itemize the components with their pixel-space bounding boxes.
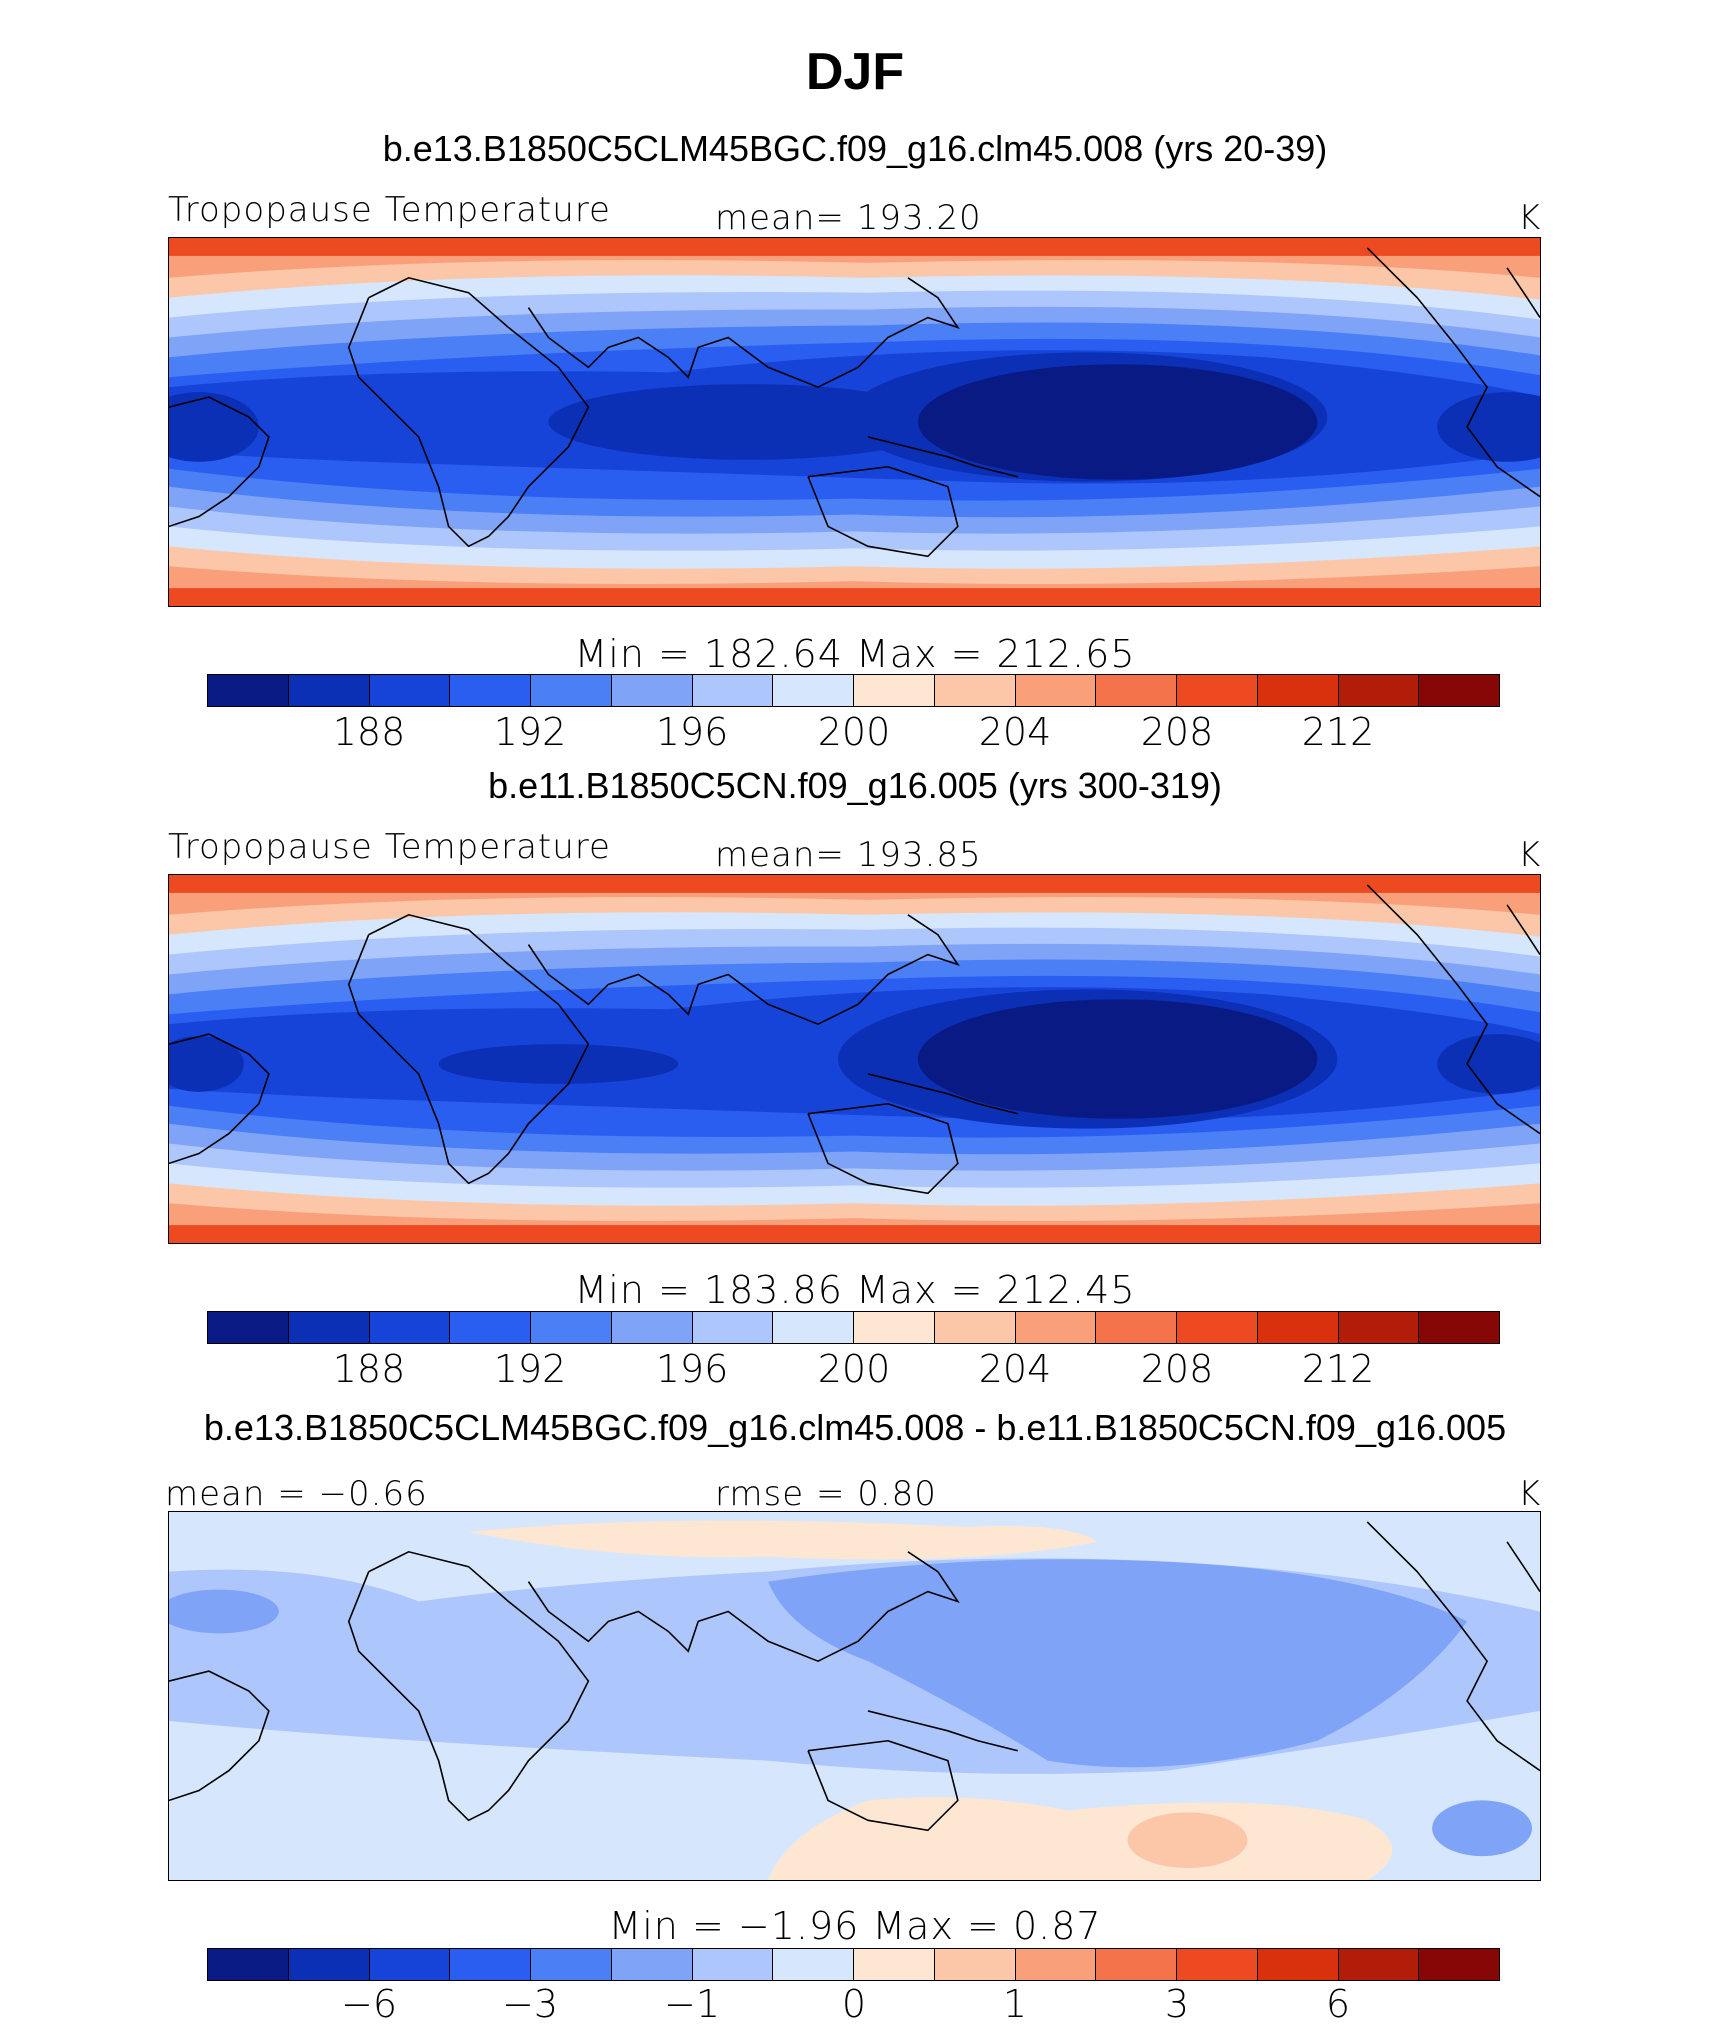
colorbar-segment (1257, 675, 1339, 706)
colorbar-segment (208, 1312, 289, 1343)
colorbar-segment (1096, 1312, 1177, 1343)
colorbar-segment (450, 1949, 531, 1980)
colorbar-segment (692, 675, 774, 706)
colorbar-segment (1338, 675, 1420, 706)
panel2-tick: 212 (1301, 1347, 1375, 1391)
panel2-case-title: b.e11.B1850C5CN.f09_g16.005 (yrs 300-319… (488, 765, 1222, 806)
colorbar-segment (531, 1312, 612, 1343)
panel3-mean-label: mean = −0.66 (165, 1474, 428, 1514)
colorbar-segment (1257, 1949, 1339, 1980)
panel2-tick: 204 (978, 1347, 1052, 1391)
panel1-colorbar (207, 674, 1500, 707)
colorbar-segment (1257, 1312, 1339, 1343)
panel1-tick: 212 (1301, 710, 1375, 754)
panel1-tick: 192 (493, 710, 567, 754)
colorbar-segment (1096, 1949, 1177, 1980)
panel2-map (168, 874, 1541, 1244)
colorbar-segment (450, 675, 531, 706)
panel3-tick: 0 (841, 1982, 867, 2026)
colorbar-segment (854, 1949, 935, 1980)
panel3-tick: 3 (1164, 1982, 1190, 2026)
panel1-tick: 200 (817, 710, 891, 754)
panel3-tick: −3 (501, 1982, 559, 2026)
panel1-units: K (1518, 198, 1542, 238)
colorbar-segment (288, 675, 370, 706)
panel2-tick: 196 (655, 1347, 729, 1391)
colorbar-segment (208, 675, 289, 706)
colorbar-segment (934, 1312, 1016, 1343)
panel3-minmax: Min = −1.96 Max = 0.87 (608, 1904, 1102, 1948)
panel1-ticks: 188 192 196 200 204 208 212 (0, 710, 1710, 755)
colorbar-segment (1419, 1312, 1499, 1343)
colorbar-segment (854, 675, 935, 706)
panel1-tick: 204 (978, 710, 1052, 754)
panel2-variable-label: Tropopause Temperature (168, 827, 611, 867)
colorbar-segment (531, 675, 612, 706)
panel2-tick: 200 (817, 1347, 891, 1391)
panel2-mean-label: mean= 193.85 (715, 835, 982, 875)
panel3-tick: 6 (1325, 1982, 1351, 2026)
panel1-tick: 196 (655, 710, 729, 754)
colorbar-segment (369, 1312, 451, 1343)
colorbar-segment (611, 1312, 693, 1343)
panel3-case-title: b.e13.B1850C5CLM45BGC.f09_g16.clm45.008 … (203, 1407, 1507, 1448)
colorbar-segment (773, 675, 854, 706)
colorbar-segment (1015, 675, 1097, 706)
panel3-colorbar (207, 1948, 1500, 1981)
panel1-case-title: b.e13.B1850C5CLM45BGC.f09_g16.clm45.008 … (382, 128, 1328, 169)
colorbar-segment (934, 1949, 1016, 1980)
panel3-ticks: −6 −3 −1 0 1 3 6 (0, 1982, 1710, 2027)
panel3-tick: −1 (663, 1982, 721, 2026)
colorbar-segment (692, 1949, 774, 1980)
colorbar-segment (1096, 675, 1177, 706)
colorbar-segment (369, 1949, 451, 1980)
panel2-ticks: 188 192 196 200 204 208 212 (0, 1347, 1710, 1392)
colorbar-segment (1419, 675, 1499, 706)
colorbar-segment (369, 675, 451, 706)
panel3-units: K (1518, 1474, 1542, 1514)
colorbar-segment (1338, 1949, 1420, 1980)
colorbar-segment (531, 1949, 612, 1980)
panel1-variable-label: Tropopause Temperature (168, 190, 611, 230)
colorbar-segment (1177, 675, 1258, 706)
panel1-map (168, 237, 1541, 607)
panel2-tick: 208 (1140, 1347, 1214, 1391)
colorbar-segment (288, 1312, 370, 1343)
colorbar-segment (611, 675, 693, 706)
colorbar-segment (854, 1312, 935, 1343)
colorbar-segment (288, 1949, 370, 1980)
colorbar-segment (773, 1949, 854, 1980)
figure-title: DJF (805, 43, 905, 101)
panel1-tick: 188 (332, 710, 406, 754)
panel2-tick: 188 (332, 1347, 406, 1391)
panel3-map (168, 1511, 1541, 1881)
colorbar-segment (611, 1949, 693, 1980)
colorbar-segment (934, 675, 1016, 706)
colorbar-segment (1177, 1312, 1258, 1343)
colorbar-segment (450, 1312, 531, 1343)
panel2-units: K (1518, 835, 1542, 875)
panel3-rmse-label: rmse = 0.80 (715, 1474, 937, 1514)
colorbar-segment (1177, 1949, 1258, 1980)
panel2-minmax: Min = 183.86 Max = 212.45 (574, 1268, 1136, 1312)
panel2-tick: 192 (493, 1347, 567, 1391)
panel3-tick: 1 (1002, 1982, 1028, 2026)
colorbar-segment (773, 1312, 854, 1343)
colorbar-segment (1338, 1312, 1420, 1343)
panel1-minmax: Min = 182.64 Max = 212.65 (574, 632, 1136, 676)
colorbar-segment (692, 1312, 774, 1343)
colorbar-segment (1015, 1949, 1097, 1980)
panel1-mean-label: mean= 193.20 (715, 198, 982, 238)
panel1-tick: 208 (1140, 710, 1214, 754)
panel3-tick: −6 (340, 1982, 398, 2026)
panel2-colorbar (207, 1311, 1500, 1344)
colorbar-segment (208, 1949, 289, 1980)
colorbar-segment (1015, 1312, 1097, 1343)
colorbar-segment (1419, 1949, 1499, 1980)
